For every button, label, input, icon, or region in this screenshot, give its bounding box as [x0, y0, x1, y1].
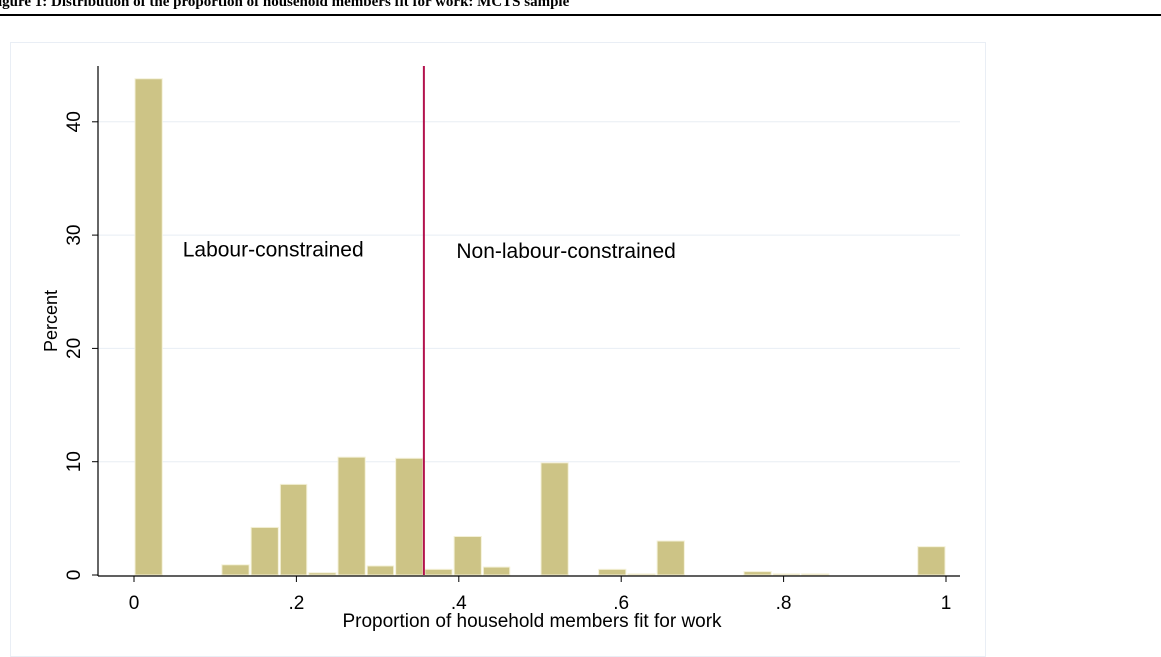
- x-tick-label: .4: [451, 593, 467, 614]
- figure-caption-text: igure 1: Distribution of the proportion …: [0, 0, 570, 10]
- histogram-bar: [424, 568, 453, 576]
- y-tick-label: 0: [64, 570, 85, 581]
- figure-panel: [10, 42, 986, 657]
- histogram-bar: [279, 483, 308, 576]
- histogram-bar: [221, 564, 250, 576]
- histogram-bar: [337, 456, 366, 576]
- figure-caption: igure 1: Distribution of the proportion …: [0, 0, 1161, 14]
- histogram-bar: [772, 573, 801, 576]
- histogram-bar: [366, 565, 395, 576]
- histogram-bar: [656, 540, 685, 576]
- y-tick-label: 10: [64, 451, 85, 472]
- x-tick-label: 1: [941, 593, 952, 614]
- y-tick-label: 20: [64, 338, 85, 359]
- histogram-bar: [395, 457, 424, 576]
- histogram-bar: [453, 535, 482, 576]
- caption-divider: [0, 14, 1161, 16]
- histogram-bar: [134, 78, 163, 576]
- histogram-bar: [917, 546, 946, 576]
- region-annotation: Non-labour-constrained: [456, 240, 675, 263]
- histogram-bar: [743, 571, 772, 576]
- grid-lines: [98, 121, 960, 463]
- y-tick-label: 30: [64, 225, 85, 246]
- axes: [92, 66, 960, 582]
- histogram-bar: [540, 462, 569, 576]
- histogram-bar: [627, 573, 656, 576]
- histogram-bar: [250, 526, 279, 576]
- y-tick-label: 40: [64, 111, 85, 132]
- x-axis-title: Proportion of household members fit for …: [342, 611, 722, 632]
- histogram-bar: [308, 572, 337, 576]
- histogram-bar: [598, 568, 627, 576]
- histogram-bar: [482, 566, 511, 576]
- histogram-bar: [801, 573, 830, 576]
- y-axis-title: Percent: [41, 290, 61, 352]
- histogram-bars: [134, 78, 946, 576]
- x-tick-label: .6: [613, 593, 629, 614]
- x-tick-label: .8: [776, 593, 792, 614]
- region-annotation: Labour-constrained: [183, 239, 364, 262]
- x-tick-label: .2: [288, 593, 304, 614]
- x-tick-label: 0: [129, 593, 140, 614]
